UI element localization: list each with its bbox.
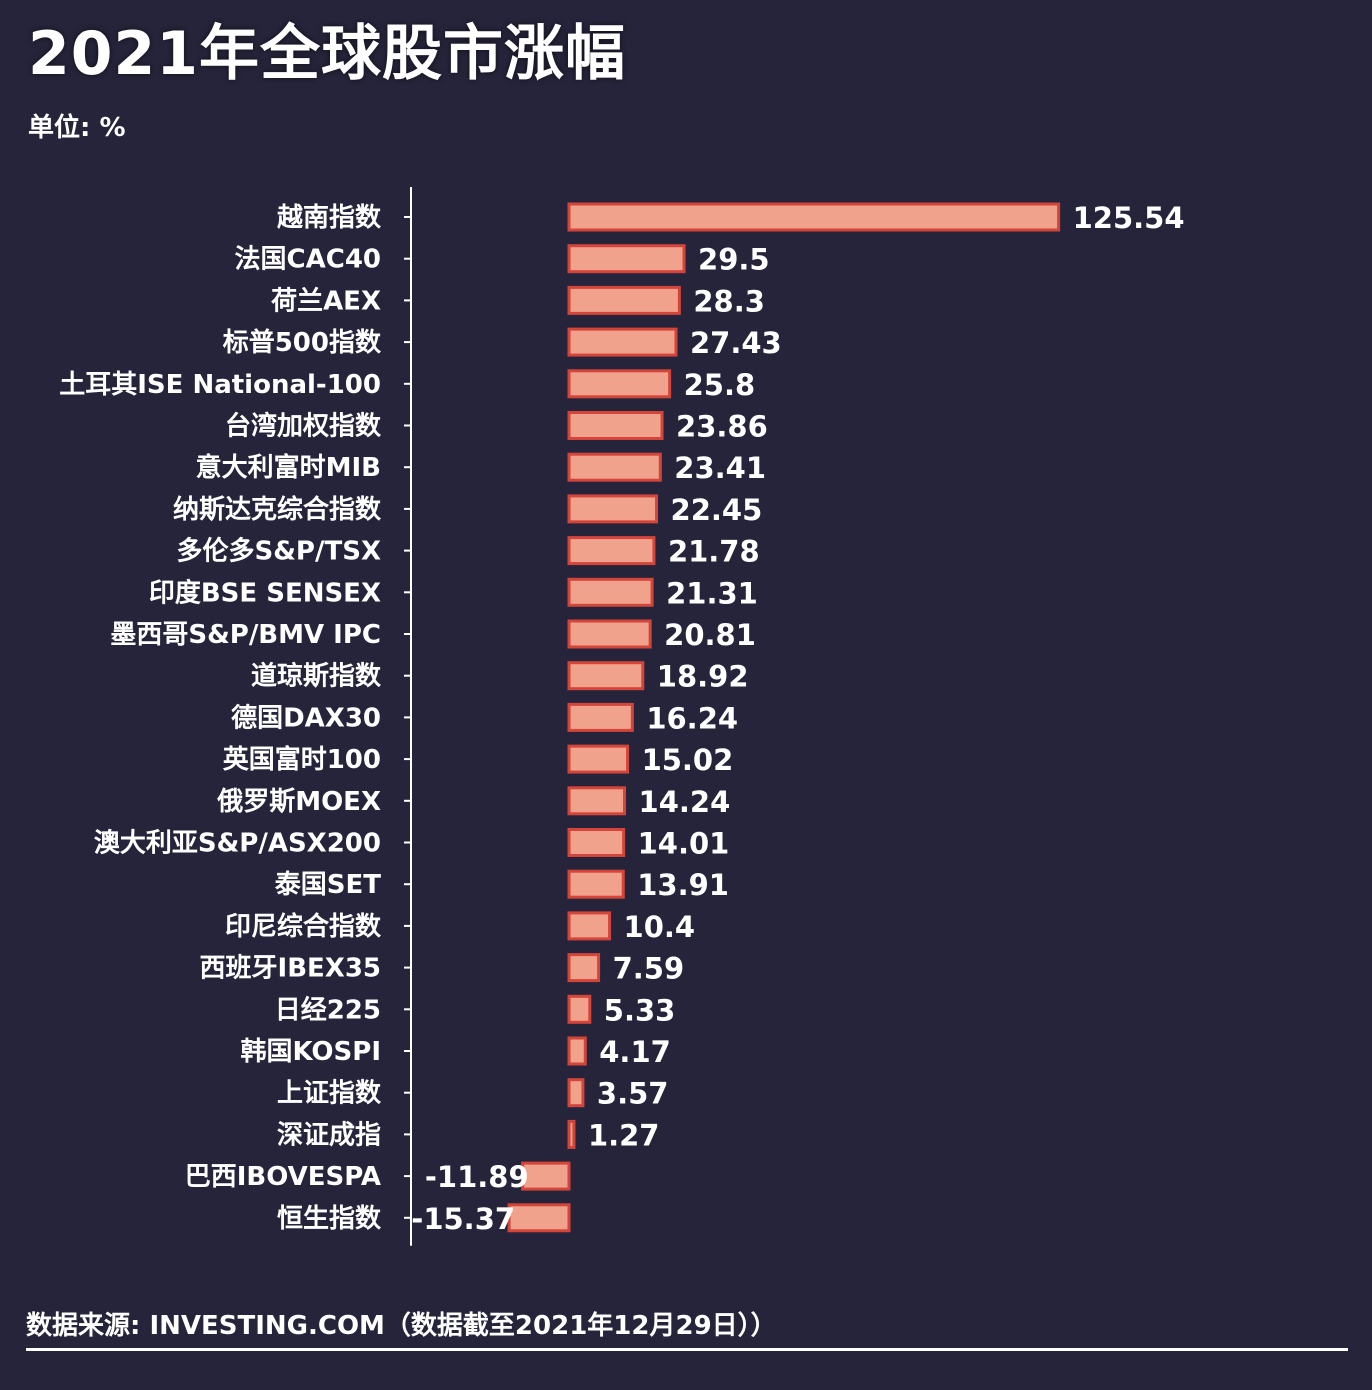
category-label: 韩国KOSPI xyxy=(240,1037,381,1067)
category-label: 标普500指数 xyxy=(223,327,382,358)
category-label: 德国DAX30 xyxy=(231,703,381,733)
bar xyxy=(567,202,1061,232)
value-label: 14.24 xyxy=(639,785,731,819)
bar xyxy=(567,828,626,857)
value-label: 15.02 xyxy=(642,743,734,777)
value-label: 27.43 xyxy=(690,326,782,360)
bar xyxy=(567,786,627,816)
category-label: 泰国SET xyxy=(275,870,381,900)
value-label: 23.86 xyxy=(676,410,768,444)
category-label: 纳斯达克综合指数 xyxy=(173,494,382,525)
unit-label: 单位: % xyxy=(28,113,126,143)
bar xyxy=(567,494,659,524)
bar xyxy=(567,285,681,315)
value-label: 16.24 xyxy=(646,701,738,735)
category-label: 俄罗斯MOEX xyxy=(216,787,381,817)
value-label: 21.78 xyxy=(668,535,760,569)
category-label: 上证指数 xyxy=(277,1079,382,1109)
value-label: 4.17 xyxy=(599,1035,671,1069)
category-label: 多伦多S&P/TSX xyxy=(177,536,381,567)
value-label: 25.8 xyxy=(684,368,756,402)
value-label: 7.59 xyxy=(613,952,685,986)
category-label: 印尼综合指数 xyxy=(225,911,382,942)
bar xyxy=(567,953,601,983)
value-label: 125.54 xyxy=(1073,201,1185,235)
value-label: 3.57 xyxy=(597,1077,669,1111)
category-label: 印度BSE SENSEX xyxy=(149,577,381,608)
value-label: 23.41 xyxy=(674,451,766,485)
bar xyxy=(567,536,656,566)
category-label: 土耳其ISE National-100 xyxy=(59,370,381,400)
bar xyxy=(567,1078,585,1108)
bar xyxy=(567,1036,587,1066)
value-label: 10.4 xyxy=(624,910,696,944)
category-label: 荷兰AEX xyxy=(271,286,381,316)
value-label: -11.89 xyxy=(425,1160,529,1194)
category-label: 意大利富时MIB xyxy=(196,452,381,483)
value-label: 13.91 xyxy=(637,868,729,902)
bar-chart: 越南指数 125.54 法国CAC40 29.5 荷兰AEX 28.3 标普500指数 27.… xyxy=(59,187,1185,1246)
bar xyxy=(567,327,678,357)
value-label: 18.92 xyxy=(657,660,749,694)
value-label: 21.31 xyxy=(666,576,758,610)
category-label: 日经225 xyxy=(275,994,381,1025)
category-label: 越南指数 xyxy=(277,203,382,233)
bar xyxy=(567,661,645,691)
category-label: 英国富时100 xyxy=(223,744,381,775)
category-label: 巴西IBOVESPA xyxy=(185,1162,381,1192)
value-label: 5.33 xyxy=(604,993,676,1027)
chart-title: 2021年全球股市涨幅 xyxy=(28,19,626,89)
category-label: 法国CAC40 xyxy=(235,245,381,275)
bar xyxy=(567,577,654,607)
bar xyxy=(567,619,652,649)
value-label: 28.3 xyxy=(693,284,765,318)
bar xyxy=(567,702,634,732)
bar xyxy=(567,869,625,899)
category-label: 澳大利亚S&P/ASX200 xyxy=(94,829,381,859)
footer-divider xyxy=(26,1348,1348,1351)
bar xyxy=(567,911,612,941)
bar xyxy=(567,1119,576,1149)
bar xyxy=(567,244,686,274)
source-note: 数据来源: INVESTING.COM（数据截至2021年12月29日）） xyxy=(26,1311,777,1341)
category-label: 墨西哥S&P/BMV IPC xyxy=(110,620,381,650)
value-label: 20.81 xyxy=(664,618,756,652)
category-label: 恒生指数 xyxy=(277,1204,382,1234)
bar xyxy=(507,1203,571,1233)
bar xyxy=(567,411,664,440)
bar xyxy=(567,369,672,399)
category-label: 深证成指 xyxy=(277,1120,381,1150)
bar xyxy=(567,744,630,774)
bar xyxy=(567,994,592,1024)
category-label: 西班牙IBEX35 xyxy=(200,954,381,984)
bar xyxy=(567,452,662,482)
category-label: 台湾加权指数 xyxy=(225,411,382,442)
value-label: 29.5 xyxy=(698,243,770,277)
value-label: 22.45 xyxy=(671,493,763,527)
bar xyxy=(521,1161,571,1191)
value-label: 14.01 xyxy=(638,827,730,861)
value-label: 1.27 xyxy=(588,1118,660,1152)
category-label: 道琼斯指数 xyxy=(251,661,382,692)
value-label: -15.37 xyxy=(411,1202,515,1236)
